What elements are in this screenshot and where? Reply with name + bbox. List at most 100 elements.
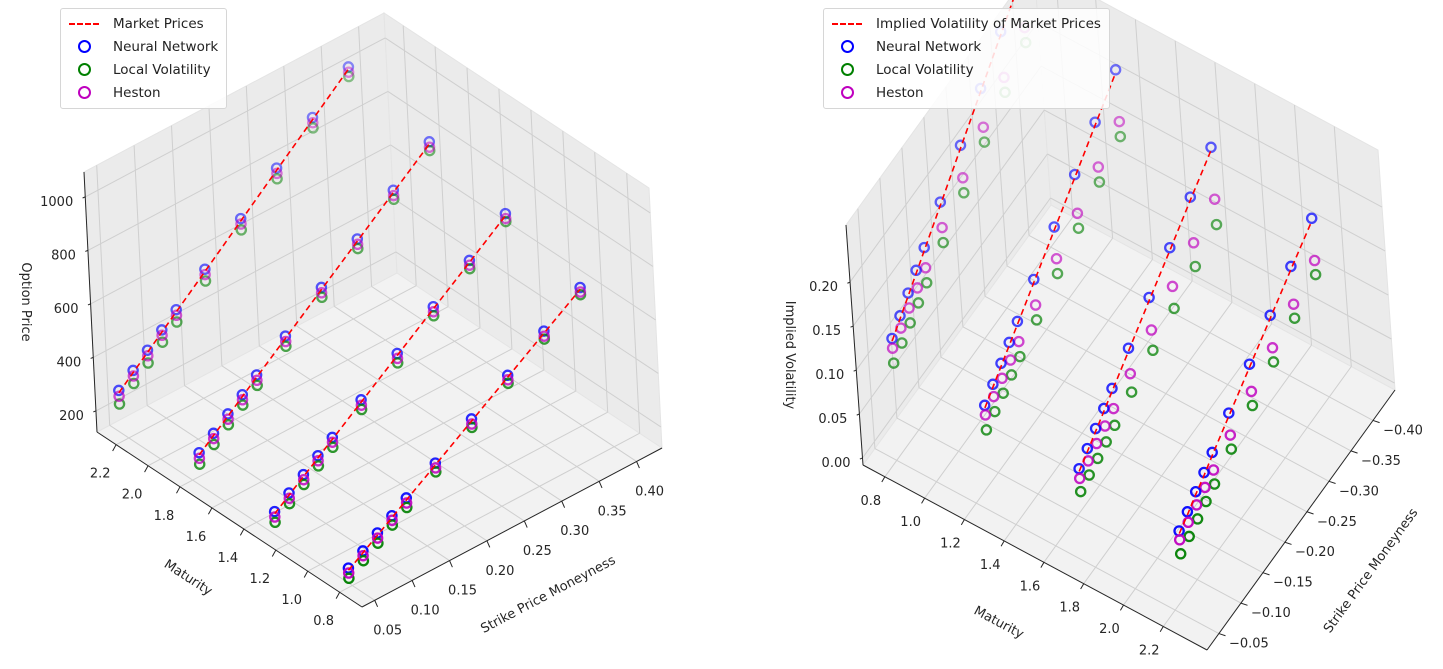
gridline (320, 46, 335, 307)
chart-option-price: 0.05 0.10 0.15 0.20 0.25 0.30 0.35 0.40 0.8 1.0 1.… (18, 12, 664, 638)
point-local-volatility (316, 291, 328, 304)
point-heston (391, 352, 404, 365)
gridline (1003, 280, 1193, 542)
point-heston (423, 141, 436, 153)
point-heston (279, 335, 292, 348)
x-tick (636, 461, 640, 469)
y-tick (1119, 604, 1124, 611)
y-tick-label: 1.2 (940, 537, 961, 552)
legend-entry-local-volatility: Local Volatility (69, 58, 218, 81)
point-heston (1199, 481, 1211, 494)
point-heston (977, 121, 990, 133)
point-heston (1166, 280, 1179, 293)
gridline (1123, 344, 1312, 606)
legend-label: Heston (876, 84, 924, 101)
point-neural-network (342, 61, 355, 73)
gridline (211, 348, 513, 509)
point-heston (886, 342, 899, 354)
point-neural-network (1164, 241, 1176, 254)
y-tick (303, 570, 309, 578)
z-tick (93, 410, 97, 413)
point-heston (326, 436, 339, 448)
point-local-volatility (958, 187, 970, 199)
point-local-volatility (1200, 495, 1212, 508)
gridline (395, 251, 662, 428)
point-heston (957, 172, 969, 184)
market-line (984, 72, 1117, 409)
gridline (259, 345, 525, 522)
point-local-volatility (142, 357, 154, 369)
point-local-volatility (128, 377, 140, 390)
point-local-volatility (920, 277, 933, 289)
market-line (274, 215, 507, 515)
point-heston (538, 330, 550, 342)
x-tick-label: −0.30 (1339, 484, 1379, 499)
gridline (1047, 153, 1392, 340)
wall-pane (383, 12, 663, 449)
y-tick (1000, 540, 1005, 547)
point-local-volatility (237, 399, 249, 411)
point-heston (351, 238, 364, 251)
gridline (945, 86, 964, 327)
point-local-volatility (1183, 530, 1195, 543)
legend-entry-local-volatility: Local Volatility (832, 58, 1101, 81)
z-tick-label: 0.15 (812, 324, 841, 339)
point-heston (1173, 534, 1186, 546)
point-local-volatility (1246, 399, 1259, 412)
point-neural-network (170, 303, 182, 316)
point-local-volatility (430, 466, 442, 478)
y-tick-label: 2.2 (90, 467, 111, 482)
z-axis-label: Implied Volatility (782, 301, 797, 410)
point-local-volatility (269, 516, 281, 529)
point-local-volatility (156, 336, 169, 348)
gridline (147, 306, 449, 467)
y-tick-label: 1.0 (900, 515, 921, 530)
z-axis-line (845, 224, 864, 466)
z-tick-label: 0.05 (818, 412, 847, 427)
gridline (390, 144, 656, 321)
legend-entry-neural-network: Neural Network (69, 35, 218, 58)
gridline (283, 66, 298, 327)
point-heston (911, 282, 924, 294)
gridline (879, 178, 898, 419)
point-heston (936, 221, 948, 234)
point-neural-network (156, 324, 168, 336)
x-tick (1372, 419, 1380, 424)
point-local-volatility (1189, 260, 1202, 273)
point-neural-network (270, 162, 283, 174)
point-local-volatility (904, 317, 916, 329)
point-local-volatility (1174, 548, 1187, 560)
x-tick-label: 0.15 (448, 584, 477, 599)
gridline (901, 147, 920, 388)
gridline (208, 105, 223, 366)
point-heston (502, 374, 514, 386)
gridline (896, 417, 1242, 604)
legend-right: Implied Volatility of Market Prices Neur… (823, 8, 1110, 109)
z-tick-label: 600 (54, 302, 79, 317)
point-neural-network (127, 364, 139, 377)
point-local-volatility (1191, 513, 1204, 525)
z-tick (82, 196, 86, 199)
z-tick-label: 0.20 (809, 280, 838, 295)
z-axis-line (83, 171, 98, 433)
point-local-volatility (1083, 469, 1095, 481)
gridline (940, 356, 1286, 543)
point-local-volatility (312, 460, 325, 472)
point-heston (400, 497, 413, 509)
gridline (221, 365, 488, 542)
x-tick (486, 540, 491, 548)
point-heston (1004, 354, 1017, 366)
gridline (307, 411, 608, 572)
point-heston (371, 532, 384, 544)
gridline (87, 90, 389, 251)
point-local-volatility (427, 310, 440, 322)
point-local-volatility (251, 379, 263, 392)
blue-ring-icon (840, 40, 854, 53)
point-local-volatility (113, 398, 126, 410)
point-local-volatility (1210, 218, 1223, 231)
point-local-volatility (1125, 386, 1138, 398)
point-heston (342, 567, 355, 579)
gridline (862, 197, 1051, 459)
blue-ring-icon (77, 40, 91, 53)
point-neural-network (1011, 315, 1024, 328)
